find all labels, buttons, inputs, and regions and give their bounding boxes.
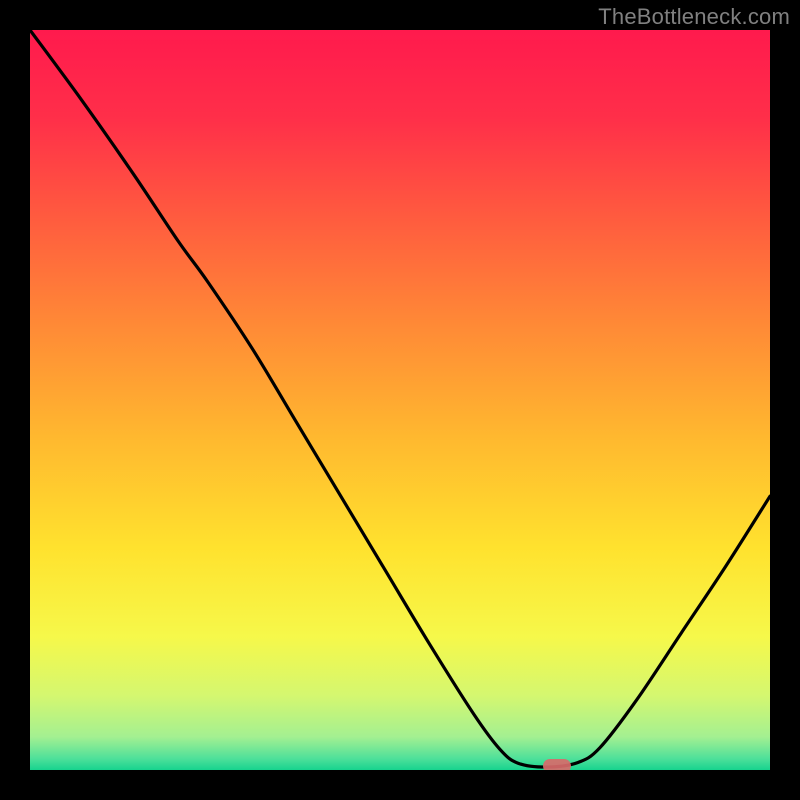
plot-area	[30, 30, 770, 770]
optimal-point-marker	[543, 759, 571, 770]
watermark-text: TheBottleneck.com	[598, 4, 790, 30]
bottleneck-curve	[30, 30, 770, 770]
chart-canvas: TheBottleneck.com	[0, 0, 800, 800]
